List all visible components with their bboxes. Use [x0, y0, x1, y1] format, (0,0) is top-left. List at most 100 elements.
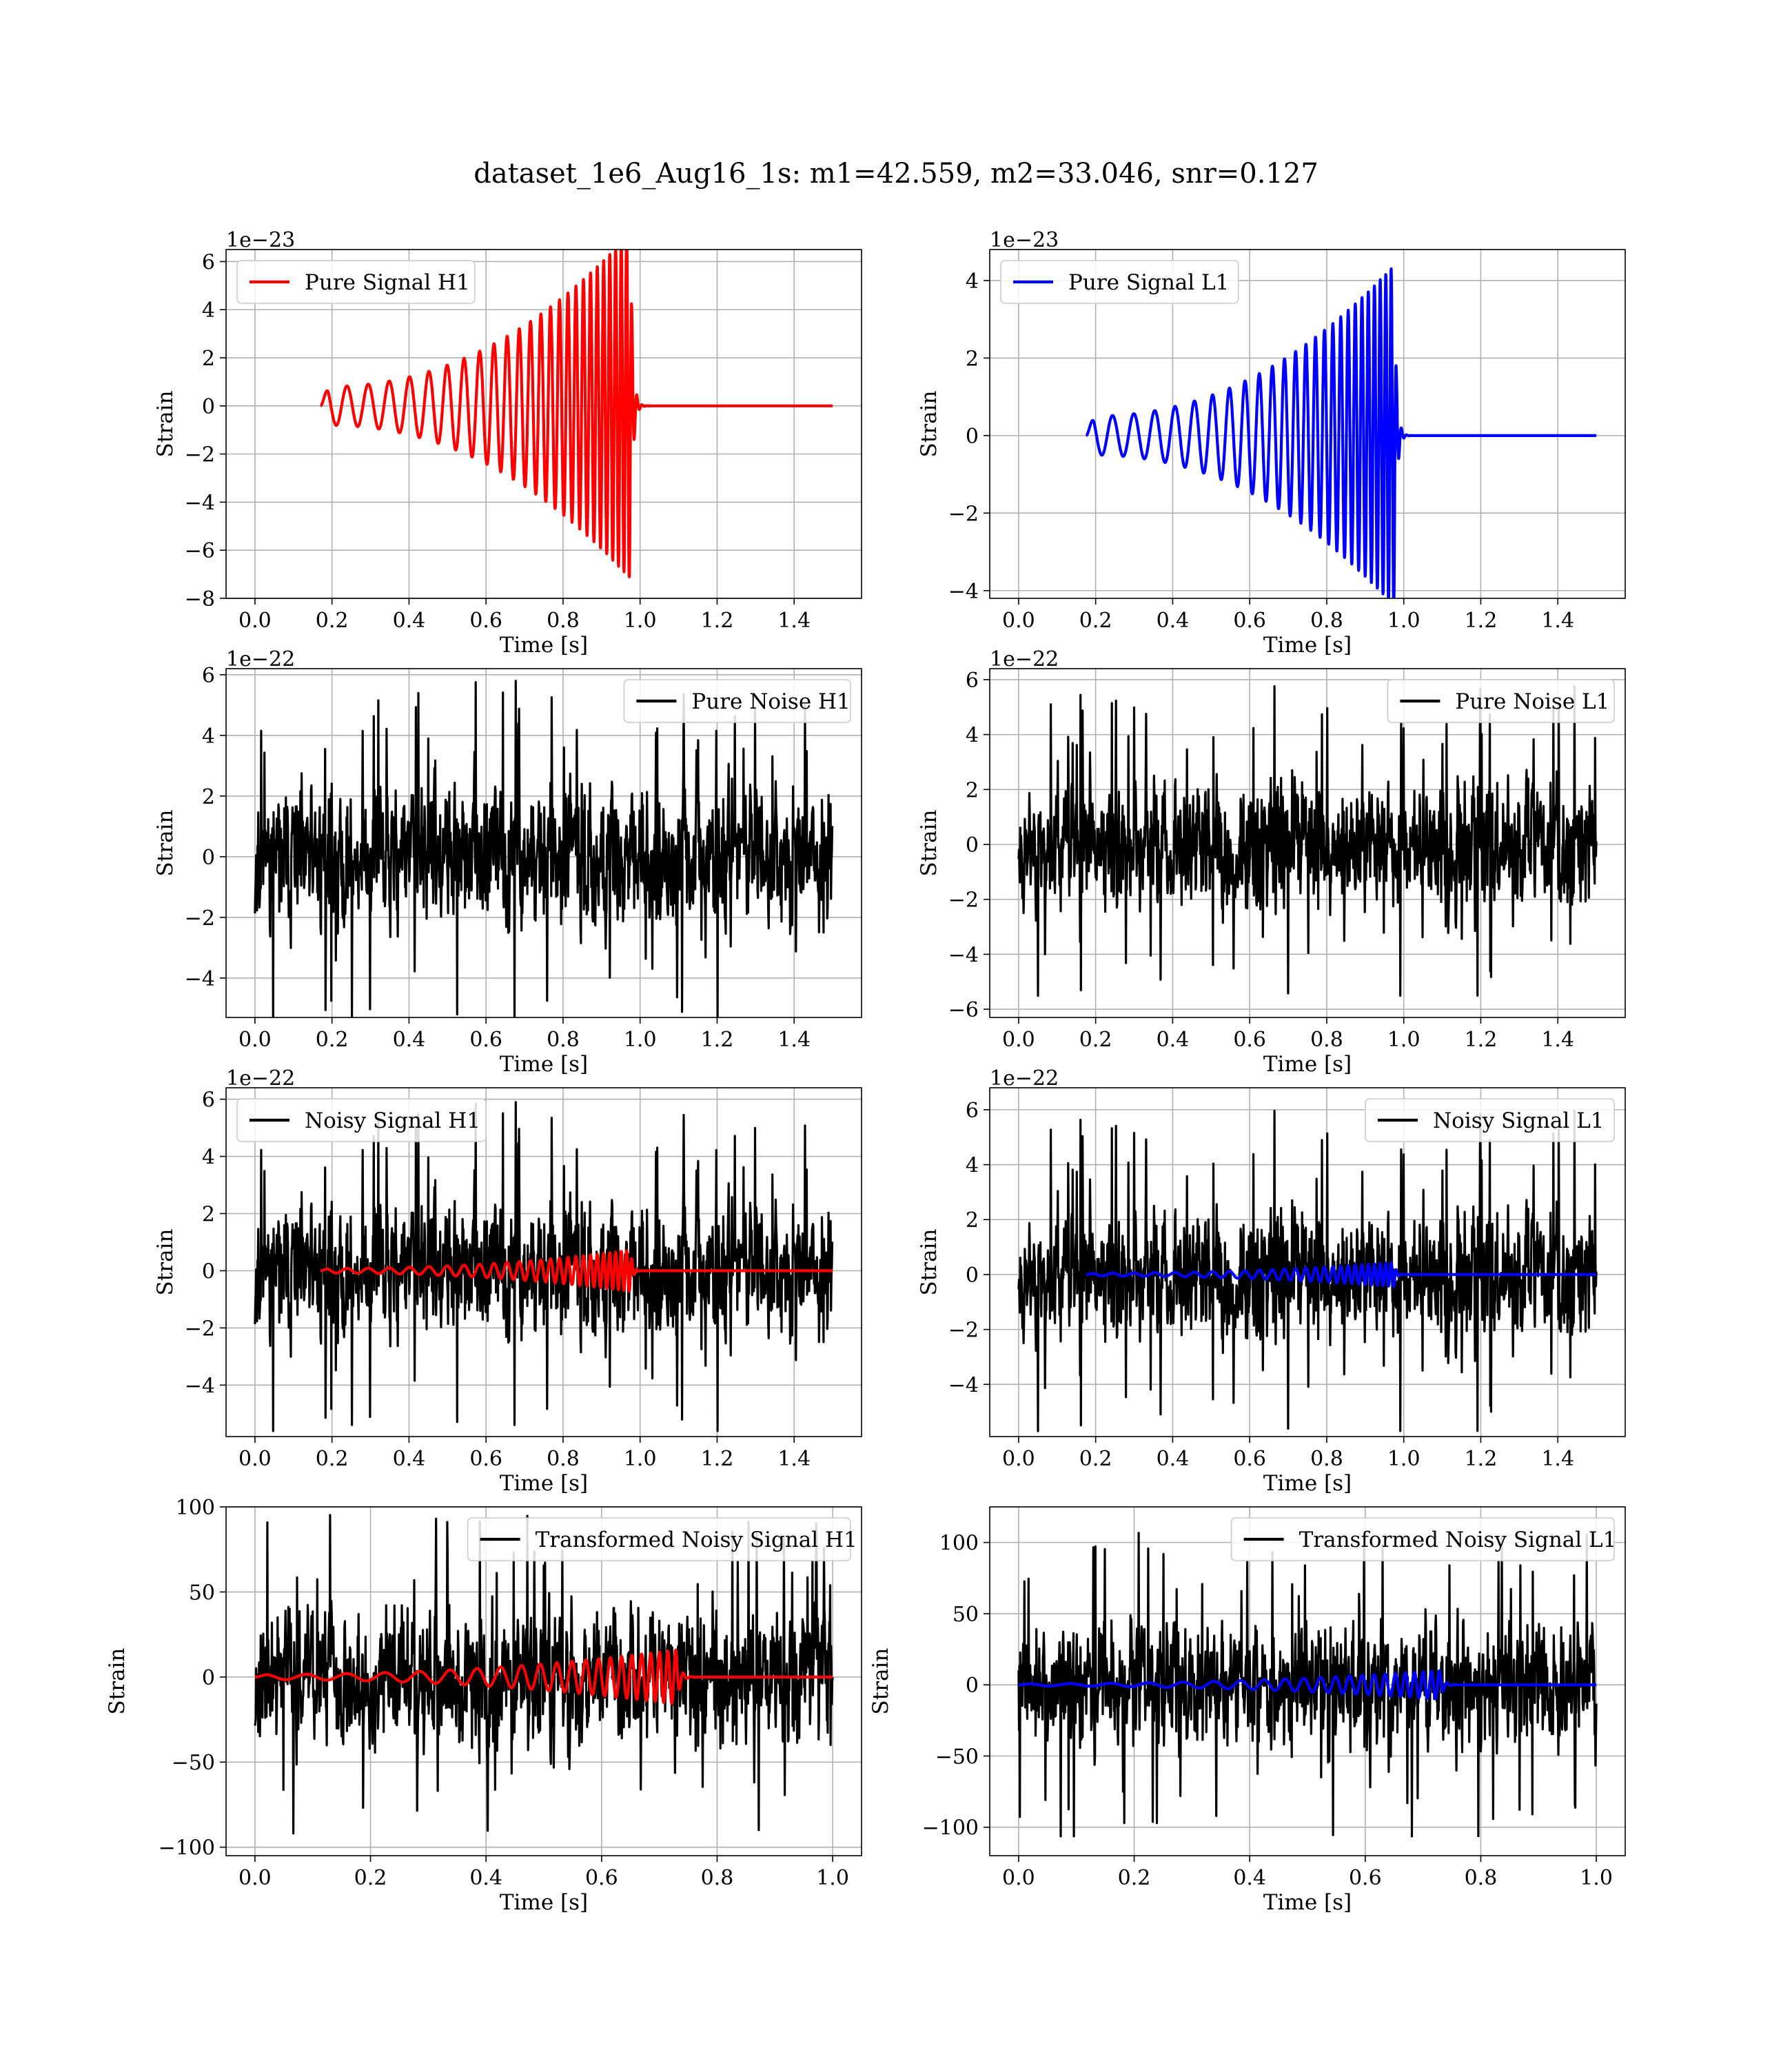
x-tick-label: 0.6	[469, 1028, 502, 1052]
y-axis: −4 −2 0 2 4 6	[948, 1099, 990, 1397]
y-tick-label: 50	[953, 1603, 979, 1627]
y-tick-label: 4	[202, 298, 215, 323]
x-tick-label: 0.8	[701, 1866, 734, 1890]
y-tick-label: 0	[966, 833, 979, 858]
y-tick-label: 0	[966, 1674, 979, 1698]
y-tick-label: −2	[948, 1319, 979, 1343]
legend: Pure Signal L1	[1000, 260, 1239, 304]
y-tick-label: 4	[202, 724, 215, 749]
x-tick-label: 0.6	[1233, 609, 1266, 633]
y-axis: −4 −2 0 2 4 6	[185, 1088, 226, 1398]
x-axis: 0.0 0.2 0.4 0.6 0.8 1.0 1.2 1.4	[238, 1437, 811, 1471]
y-axis-label: Strain	[917, 810, 941, 877]
subplot-1: 0.0 0.2 0.4 0.6 0.8 1.0 1.2 1.4 −8 −6 −4 −2 0 2 4 6 Time…	[153, 228, 862, 658]
y-tick-label: 2	[202, 785, 215, 809]
series-line-noise	[1017, 685, 1598, 997]
axes-frame	[989, 668, 1626, 1018]
legend-label: Pure Noise H1	[691, 689, 850, 714]
x-tick-label: 0.0	[238, 1866, 272, 1890]
axes-frame	[989, 249, 1626, 599]
y-tick-label: −4	[185, 491, 215, 515]
figure-title: dataset_1e6_Aug16_1s: m1=42.559, m2=33.0…	[474, 158, 1318, 190]
x-tick-label: 0.0	[238, 1028, 272, 1052]
x-tick-label: 1.0	[1387, 1028, 1421, 1052]
y-tick-label: 2	[966, 778, 979, 802]
series-line-chirp	[254, 1648, 834, 1705]
subplot-5: 0.0 0.2 0.4 0.6 0.8 1.0 1.2 1.4 −4 −2 0 2 4 6 Time [s]…	[153, 1066, 862, 1496]
y-tick-label: −2	[948, 889, 979, 913]
legend-box	[1387, 679, 1615, 723]
series-line-chirp	[319, 1249, 834, 1292]
x-tick-label: 0.6	[1233, 1447, 1266, 1471]
subplots: 0.0 0.2 0.4 0.6 0.8 1.0 1.2 1.4 −8 −6 −4 −2 0 2 4 6 Time…	[105, 228, 1626, 1915]
x-tick-label: 0.8	[547, 1447, 580, 1471]
offset-text: 1e−23	[226, 228, 295, 252]
x-tick-label: 0.4	[1157, 1028, 1190, 1052]
y-tick-label: 4	[966, 270, 979, 294]
x-tick-label: 0.0	[1002, 1028, 1035, 1052]
series-group	[1017, 685, 1598, 997]
x-tick-label: 0.6	[469, 1447, 502, 1471]
x-tick-label: 0.6	[585, 1866, 618, 1890]
y-tick-label: −4	[948, 580, 979, 604]
x-tick-label: 0.4	[1157, 1447, 1190, 1471]
y-tick-label: 2	[202, 1202, 215, 1226]
x-tick-label: 0.2	[316, 1028, 349, 1052]
x-tick-label: 0.0	[1002, 609, 1035, 633]
y-tick-label: 2	[966, 1208, 979, 1233]
axes-frame	[225, 249, 862, 599]
offset-text: 1e−22	[226, 1066, 295, 1091]
x-tick-label: 0.6	[469, 609, 502, 633]
y-tick-label: 4	[966, 1154, 979, 1178]
x-tick-label: 0.2	[354, 1866, 387, 1890]
y-axis-label: Strain	[917, 391, 941, 458]
subplot-7: 0.0 0.2 0.4 0.6 0.8 1.0 −100 −50 0 50 100 Time [s] S…	[105, 1496, 862, 1915]
offset-text: 1e−22	[990, 647, 1059, 671]
x-tick-label: 0.6	[1349, 1866, 1382, 1890]
legend: Pure Noise H1	[623, 679, 851, 723]
series-line-chirp	[319, 250, 834, 578]
y-tick-label: −2	[948, 502, 979, 526]
offset-text: 1e−22	[990, 1066, 1059, 1091]
y-tick-label: −50	[935, 1745, 979, 1769]
x-tick-label: 0.4	[469, 1866, 502, 1890]
legend-label: Pure Noise L1	[1455, 689, 1609, 714]
y-tick-label: 6	[202, 1088, 215, 1113]
subplot-2: 0.0 0.2 0.4 0.6 0.8 1.0 1.2 1.4 −4 −2 0 2 4 Time [s] S…	[917, 228, 1626, 658]
series-group	[254, 680, 834, 1017]
y-axis-label: Strain	[105, 1648, 130, 1715]
x-tick-label: 1.0	[816, 1866, 849, 1890]
y-tick-label: −4	[185, 1374, 215, 1398]
legend-label: Noisy Signal H1	[305, 1108, 480, 1133]
y-tick-label: 4	[966, 724, 979, 748]
legend-box	[623, 679, 851, 723]
y-tick-label: −2	[185, 443, 215, 467]
y-tick-label: 4	[202, 1146, 215, 1170]
y-tick-label: −4	[185, 967, 215, 991]
legend-box	[236, 260, 476, 304]
y-axis: −4 −2 0 2 4 6	[185, 664, 226, 991]
legend: Noisy Signal H1	[236, 1098, 487, 1142]
x-axis: 0.0 0.2 0.4 0.6 0.8 1.0 1.2 1.4	[238, 598, 811, 633]
y-tick-label: 6	[966, 669, 979, 693]
legend-box	[467, 1517, 851, 1561]
axes-frame	[225, 668, 862, 1018]
x-tick-label: 1.2	[701, 1028, 734, 1052]
x-tick-label: 0.4	[393, 609, 426, 633]
y-tick-label: 0	[202, 1259, 215, 1284]
y-tick-label: −100	[922, 1816, 979, 1841]
x-tick-label: 0.2	[1118, 1866, 1151, 1890]
y-tick-label: 0	[966, 425, 979, 449]
x-tick-label: 0.4	[1233, 1866, 1266, 1890]
y-tick-label: 6	[202, 664, 215, 688]
x-tick-label: 1.0	[1387, 1447, 1421, 1471]
x-tick-label: 0.0	[1002, 1447, 1035, 1471]
x-tick-label: 0.4	[393, 1447, 426, 1471]
x-tick-label: 1.0	[1580, 1866, 1613, 1890]
y-axis: −4 −2 0 2 4	[948, 270, 990, 604]
legend-box	[236, 1098, 487, 1142]
x-axis-label: Time [s]	[500, 633, 588, 658]
legend: Transformed Noisy Signal L1	[1230, 1517, 1616, 1561]
x-axis: 0.0 0.2 0.4 0.6 0.8 1.0 1.2 1.4	[1002, 1017, 1574, 1052]
